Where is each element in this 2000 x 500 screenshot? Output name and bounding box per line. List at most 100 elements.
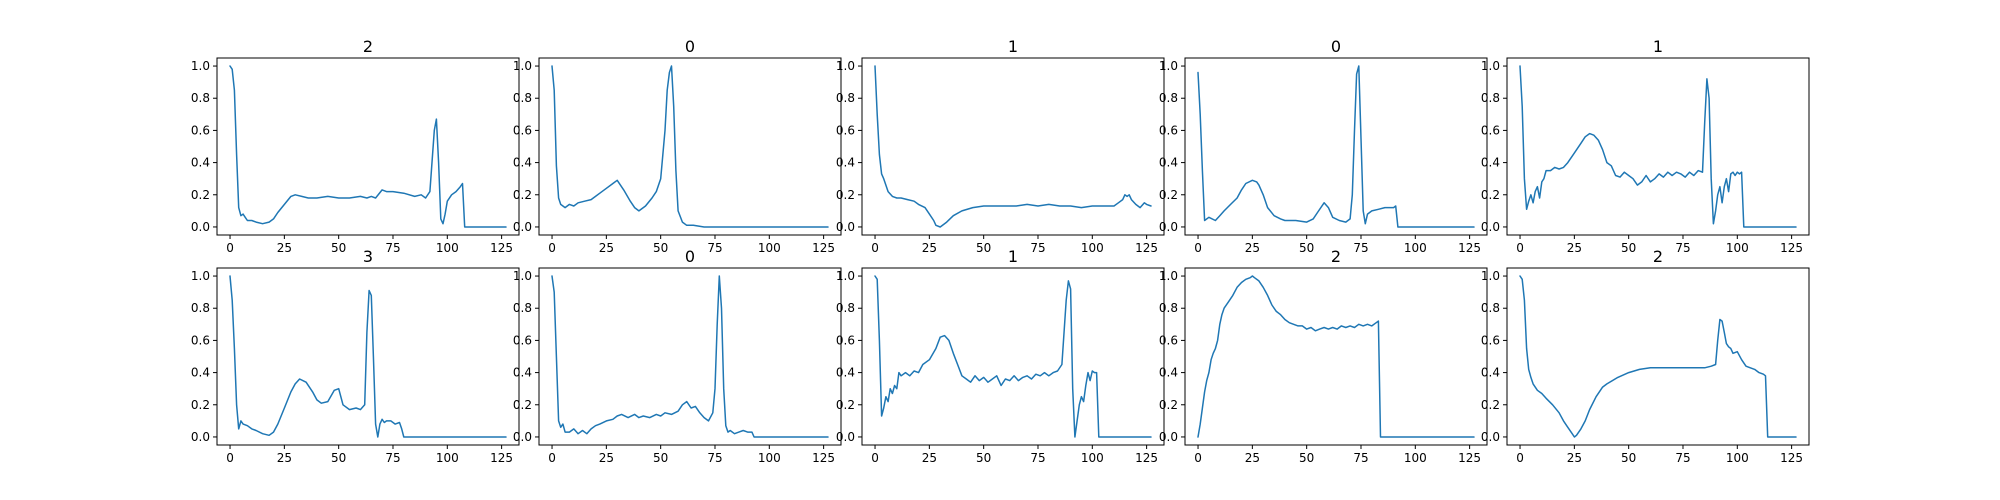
y-tick-label: 0.6 — [513, 333, 532, 347]
y-tick-label: 0.6 — [1481, 123, 1500, 137]
subplot-7: 0 25 50 75 100 125 0.0 0.2 0.4 0.6 0.8 1.0 0 — [513, 247, 842, 465]
x-tick-label: 50 — [1299, 241, 1314, 255]
y-tick-label: 0.4 — [1481, 156, 1500, 170]
series-line — [1197, 275, 1475, 438]
axes-frame — [538, 267, 842, 446]
y-tick-label: 0.6 — [836, 333, 855, 347]
x-tick-label: 50 — [653, 241, 668, 255]
subplot-title: 3 — [363, 247, 373, 266]
x-tick-label: 100 — [758, 241, 781, 255]
axes-frame — [538, 57, 842, 236]
axes-frame — [1184, 267, 1488, 446]
x-tick-label: 125 — [490, 241, 513, 255]
y-tick-label: 0.0 — [836, 220, 855, 234]
y-tick-label: 1.0 — [513, 269, 532, 283]
y-tick-label: 0.8 — [1481, 301, 1500, 315]
x-tick-label: 100 — [1081, 241, 1104, 255]
x-tick-label: 75 — [1030, 451, 1045, 465]
subplot-title: 1 — [1008, 37, 1018, 56]
x-tick-label: 75 — [1353, 451, 1368, 465]
x-tick-label: 100 — [436, 451, 459, 465]
x-tick-label: 100 — [758, 451, 781, 465]
subplot-title: 2 — [363, 37, 373, 56]
y-tick-label: 0.2 — [1481, 398, 1500, 412]
subplot-4: 0 25 50 75 100 125 0.0 0.2 0.4 0.6 0.8 1.0 0 — [1159, 37, 1488, 255]
axes-frame — [861, 57, 1165, 236]
y-tick-label: 0.8 — [836, 301, 855, 315]
y-tick-label: 0.2 — [513, 188, 532, 202]
x-tick-label: 75 — [385, 241, 400, 255]
subplot-6: 0 25 50 75 100 125 0.0 0.2 0.4 0.6 0.8 1.0 3 — [191, 247, 520, 465]
x-tick-label: 25 — [277, 451, 292, 465]
x-tick-label: 0 — [871, 451, 879, 465]
x-tick-label: 0 — [1516, 241, 1524, 255]
subplot-title: 1 — [1008, 247, 1018, 266]
subplot-2: 0 25 50 75 100 125 0.0 0.2 0.4 0.6 0.8 1.0 0 — [513, 37, 842, 255]
y-tick-label: 0.8 — [513, 91, 532, 105]
y-tick-label: 0.8 — [513, 301, 532, 315]
y-tick-label: 0.0 — [1159, 430, 1178, 444]
x-tick-label: 0 — [226, 451, 234, 465]
subplot-8: 0 25 50 75 100 125 0.0 0.2 0.4 0.6 0.8 1.0 1 — [836, 247, 1165, 465]
x-tick-label: 50 — [1621, 241, 1636, 255]
subplot-title: 0 — [685, 247, 695, 266]
x-tick-label: 100 — [1081, 451, 1104, 465]
x-tick-label: 0 — [1194, 241, 1202, 255]
series-line — [551, 65, 829, 228]
y-tick-label: 0.0 — [513, 220, 532, 234]
series-line — [874, 65, 1152, 228]
x-tick-label: 125 — [1780, 451, 1803, 465]
y-tick-label: 0.8 — [1159, 301, 1178, 315]
x-tick-label: 0 — [548, 241, 556, 255]
x-tick-label: 25 — [599, 241, 614, 255]
x-tick-label: 25 — [922, 241, 937, 255]
y-tick-label: 0.4 — [1481, 366, 1500, 380]
series-line — [229, 275, 507, 438]
x-tick-label: 75 — [1030, 241, 1045, 255]
y-tick-label: 0.4 — [1159, 156, 1178, 170]
y-tick-label: 1.0 — [836, 269, 855, 283]
x-tick-label: 0 — [1194, 451, 1202, 465]
y-tick-label: 0.4 — [836, 366, 855, 380]
y-tick-label: 0.8 — [1159, 91, 1178, 105]
x-tick-label: 125 — [490, 451, 513, 465]
subplot-title: 1 — [1653, 37, 1663, 56]
x-tick-label: 125 — [1458, 451, 1481, 465]
x-tick-label: 75 — [707, 451, 722, 465]
y-tick-label: 0.8 — [836, 91, 855, 105]
subplot-title: 0 — [1331, 37, 1341, 56]
y-tick-label: 0.8 — [191, 301, 210, 315]
x-tick-label: 0 — [226, 241, 234, 255]
subplot-10: 0 25 50 75 100 125 0.0 0.2 0.4 0.6 0.8 1.0 2 — [1481, 247, 1810, 465]
series-line — [229, 65, 507, 228]
y-tick-label: 0.0 — [836, 430, 855, 444]
x-tick-label: 125 — [812, 451, 835, 465]
y-tick-label: 1.0 — [1481, 269, 1500, 283]
x-tick-label: 50 — [331, 451, 346, 465]
x-tick-label: 75 — [1675, 451, 1690, 465]
y-tick-label: 0.4 — [191, 366, 210, 380]
y-tick-label: 0.6 — [191, 333, 210, 347]
x-tick-label: 100 — [1404, 241, 1427, 255]
x-tick-label: 100 — [1404, 451, 1427, 465]
y-tick-label: 0.0 — [1481, 220, 1500, 234]
x-tick-label: 75 — [707, 241, 722, 255]
axes-frame — [1506, 57, 1810, 236]
y-tick-label: 0.6 — [191, 123, 210, 137]
y-tick-label: 0.2 — [836, 188, 855, 202]
x-tick-label: 25 — [277, 241, 292, 255]
x-tick-label: 25 — [1567, 451, 1582, 465]
y-tick-label: 1.0 — [513, 59, 532, 73]
y-tick-label: 0.4 — [1159, 366, 1178, 380]
subplot-title: 2 — [1653, 247, 1663, 266]
series-line — [1519, 65, 1797, 228]
axes-frame — [861, 267, 1165, 446]
subplot-9: 0 25 50 75 100 125 0.0 0.2 0.4 0.6 0.8 1.0 2 — [1159, 247, 1488, 465]
y-tick-label: 1.0 — [191, 269, 210, 283]
x-tick-label: 75 — [385, 451, 400, 465]
subplot-1: 0 25 50 75 100 125 0.0 0.2 0.4 0.6 0.8 1.0 2 — [191, 37, 520, 255]
y-tick-label: 0.0 — [1481, 430, 1500, 444]
x-tick-label: 50 — [976, 451, 991, 465]
x-tick-label: 50 — [331, 241, 346, 255]
